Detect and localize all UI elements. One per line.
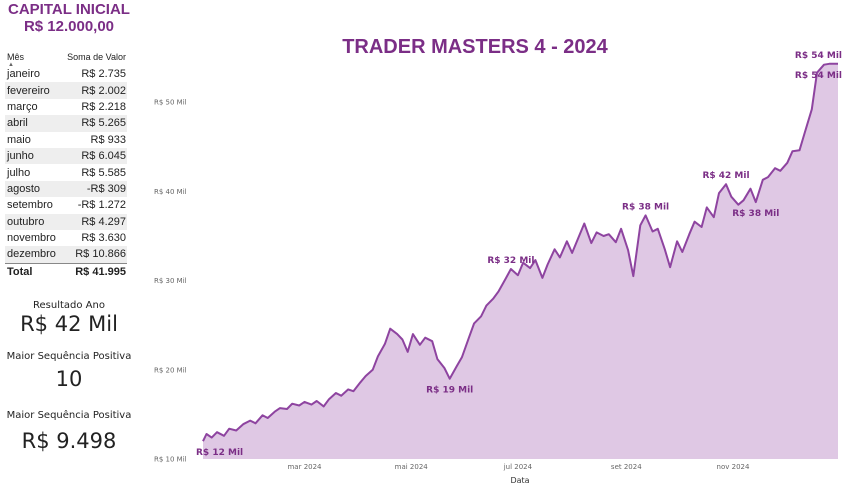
month-cell: março — [7, 100, 38, 113]
y-tick-label: R$ 30 Mil — [154, 277, 187, 285]
table-row: março R$ 2.218 — [5, 99, 127, 115]
initial-capital-value: R$ 12.000,00 — [23, 18, 115, 35]
result-year-card: Resultado Ano R$ 42 Mil — [0, 300, 138, 336]
month-cell: maio — [7, 133, 31, 146]
series-area-fill — [203, 63, 838, 460]
data-label: R$ 42 Mil — [702, 171, 749, 181]
data-label: R$ 54 Mil — [795, 71, 842, 81]
x-tick-label: mai 2024 — [395, 463, 429, 471]
month-cell: junho — [5, 147, 61, 165]
data-label: R$ 38 Mil — [732, 209, 779, 219]
initial-capital-card: CAPITAL INICIAL R$ 12.000,00 — [0, 0, 138, 36]
value-cell: -R$ 309 — [60, 180, 127, 198]
data-label: R$ 38 Mil — [622, 202, 669, 212]
month-cell: fevereiro — [5, 82, 61, 99]
data-label: R$ 19 Mil — [426, 386, 473, 396]
positive-streak-amount-label: Maior Sequência Positiva — [6, 410, 132, 421]
month-cell: setembro — [7, 199, 53, 212]
table-row: outubro R$ 4.297 — [5, 213, 127, 230]
x-tick-label: nov 2024 — [717, 463, 750, 471]
table-row: janeiro R$ 2.735 — [5, 66, 127, 82]
month-cell: novembro — [7, 232, 56, 245]
month-cell: janeiro — [7, 68, 41, 81]
chart-title: TRADER MASTERS 4 - 2024 — [342, 36, 608, 58]
positive-streak-count-label: Maior Sequência Positiva — [6, 351, 132, 362]
table-row: agosto -R$ 309 — [5, 180, 127, 198]
total-label: Total — [5, 262, 61, 281]
data-labels: R$ 12 Mil R$ 19 Mil R$ 32 Mil R$ 38 Mil R$ 4… — [196, 51, 842, 458]
y-tick-label: R$ 20 Mil — [154, 366, 187, 374]
table-row: fevereiro R$ 2.002 — [5, 82, 127, 99]
table-row: novembro R$ 3.630 — [5, 230, 127, 246]
y-axis: R$ 10 Mil R$ 20 Mil R$ 30 Mil R$ 40 Mil R$ 5… — [154, 99, 187, 464]
value-cell: R$ 4.297 — [60, 213, 127, 230]
table-row: setembro -R$ 1.272 — [5, 197, 127, 213]
table-row: julho R$ 5.585 — [5, 164, 127, 180]
table-row: abril R$ 5.265 — [5, 115, 127, 132]
data-label: R$ 12 Mil — [196, 448, 243, 458]
table-row: dezembro R$ 10.866 — [5, 246, 127, 264]
value-cell: R$ 6.045 — [60, 147, 127, 165]
table-body: janeiro R$ 2.735 fevereiro R$ 2.002 março R$ … — [5, 66, 127, 281]
value-cell: R$ 2.218 — [81, 100, 126, 113]
table-row: maio R$ 933 — [5, 132, 127, 148]
positive-streak-count-value: 10 — [55, 367, 83, 391]
value-cell: R$ 5.265 — [60, 115, 127, 132]
month-column-header-label: Mês — [7, 52, 25, 62]
x-tick-label: jul 2024 — [503, 463, 533, 471]
x-tick-label: set 2024 — [611, 463, 642, 471]
x-axis: mar 2024 mai 2024 jul 2024 set 2024 nov 2024 — [287, 463, 750, 471]
month-cell: dezembro — [5, 246, 61, 264]
sort-ascending-icon[interactable]: ▲ — [8, 62, 14, 68]
table-row: junho R$ 6.045 — [5, 147, 127, 165]
value-cell: R$ 5.585 — [81, 166, 126, 179]
month-cell: abril — [5, 115, 61, 132]
y-tick-label: R$ 40 Mil — [154, 188, 187, 196]
y-tick-label: R$ 50 Mil — [154, 99, 187, 107]
positive-streak-amount-value: R$ 9.498 — [21, 429, 117, 453]
value-cell: R$ 10.866 — [60, 246, 127, 264]
initial-capital-label: CAPITAL INICIAL — [8, 1, 130, 18]
month-cell: outubro — [5, 213, 61, 230]
month-cell: agosto — [5, 180, 61, 198]
value-cell: R$ 2.735 — [81, 68, 126, 81]
month-column-header[interactable]: Mês ▲ — [5, 52, 61, 68]
result-year-label: Resultado Ano — [33, 300, 105, 311]
area-layer — [202, 62, 838, 460]
data-label: R$ 54 Mil — [795, 51, 842, 61]
x-axis-title: Data — [510, 476, 529, 484]
series-line[interactable] — [202, 62, 838, 442]
result-year-value: R$ 42 Mil — [20, 312, 118, 336]
month-cell: julho — [7, 166, 31, 179]
value-cell: R$ 933 — [90, 133, 126, 146]
y-tick-label: R$ 10 Mil — [154, 456, 187, 464]
positive-streak-count-card: Maior Sequência Positiva 10 — [0, 351, 138, 391]
x-tick-label: mar 2024 — [287, 463, 322, 471]
monthly-results-table: Mês ▲ Soma de Valor janeiro R$ 2.735 fever… — [5, 52, 127, 281]
value-cell: R$ 3.630 — [81, 232, 126, 245]
total-row: Total R$ 41.995 — [5, 262, 127, 281]
data-label: R$ 32 Mil — [487, 256, 534, 266]
value-cell: -R$ 1.272 — [77, 199, 126, 212]
value-cell: R$ 2.002 — [60, 82, 127, 99]
table-header-row: Mês ▲ Soma de Valor — [5, 52, 127, 68]
value-column-header[interactable]: Soma de Valor — [67, 52, 126, 62]
positive-streak-amount-card: Maior Sequência Positiva R$ 9.498 — [0, 410, 138, 453]
total-value: R$ 41.995 — [60, 262, 127, 281]
